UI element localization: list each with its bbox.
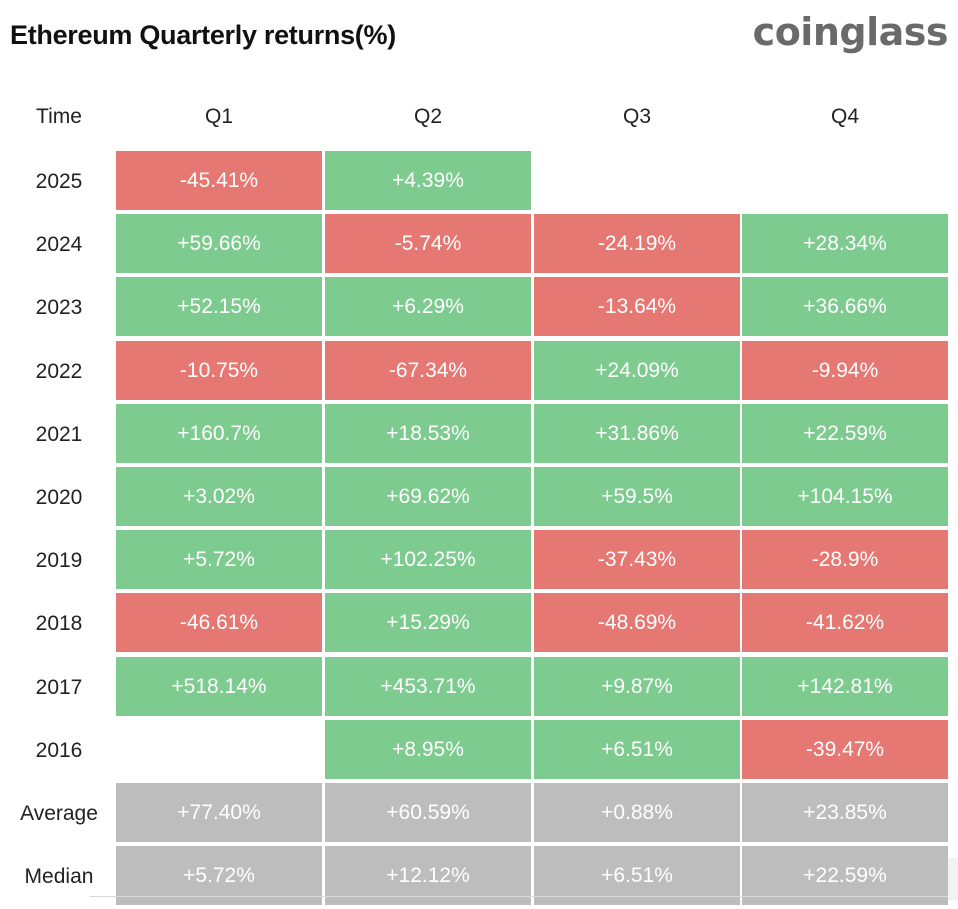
return-cell: +8.95% [325,719,531,779]
return-cell: -28.9% [742,530,948,590]
return-cell: +31.86% [534,403,740,463]
return-cell: +22.59% [742,403,948,463]
chart-title: Ethereum Quarterly returns(%) [10,20,396,50]
row-label: 2016 [35,738,83,762]
row-label: 2019 [35,549,83,573]
row-label: 2018 [35,612,83,636]
row-label: 2024 [35,233,83,257]
return-cell: +22.59% [742,846,948,906]
return-cell: +69.62% [325,467,531,526]
return-cell: -39.47% [742,719,948,779]
row-label: 2022 [35,359,83,383]
bottom-divider [90,896,958,897]
return-cell: +3.02% [116,467,322,526]
row-label: 2023 [35,296,83,320]
return-cell: +142.81% [742,656,948,716]
return-cell: +160.7% [116,403,322,463]
return-cell: +36.66% [742,277,948,337]
return-cell: -41.62% [742,593,948,653]
table-row: 2016 +8.95% +6.51% -39.47% [0,719,958,783]
return-cell: -67.34% [325,340,531,400]
table-row: Average +77.40% +60.59% +0.88% +23.85% [0,783,958,846]
table-row: 2021 +160.7% +18.53% +31.86% +22.59% [0,403,958,467]
return-cell: -5.74% [325,214,531,274]
column-header-q2: Q2 [413,105,442,128]
return-cell: +518.14% [116,656,322,716]
return-cell: +6.51% [534,846,740,906]
return-cell: +77.40% [116,783,322,842]
table-row: 2018 -46.61% +15.29% -48.69% -41.62% [0,593,958,656]
table-row: 2020 +3.02% +69.62% +59.5% +104.15% [0,467,958,530]
scrollbar-stub[interactable] [948,858,958,900]
return-cell: +18.53% [325,403,531,463]
return-cell: -46.61% [116,593,322,653]
return-cell: +24.09% [534,340,740,400]
time-column-header: Time [36,105,82,128]
return-cell: -9.94% [742,340,948,400]
return-cell: +102.25% [325,530,531,590]
return-cell: +4.39% [325,151,531,210]
return-cell: -37.43% [534,530,740,590]
return-cell: -45.41% [116,151,322,210]
return-cell [534,151,740,210]
return-cell: +5.72% [116,530,322,590]
column-header-q4: Q4 [830,105,859,128]
row-label: 2021 [35,422,83,446]
return-cell: +52.15% [116,277,322,337]
return-cell: +15.29% [325,593,531,653]
return-cell: -48.69% [534,593,740,653]
column-header-q3: Q3 [622,105,651,128]
return-cell: +6.51% [534,719,740,779]
row-label: 2020 [35,486,83,509]
table-row: 2017 +518.14% +453.71% +9.87% +142.81% [0,656,958,720]
return-cell: +59.66% [116,214,322,274]
table-row: 2023 +52.15% +6.29% -13.64% +36.66% [0,277,958,340]
return-cell: -24.19% [534,214,740,274]
table-row: 2019 +5.72% +102.25% -37.43% -28.9% [0,530,958,593]
return-cell: +6.29% [325,277,531,337]
return-cell: +104.15% [742,467,948,526]
return-cell: +453.71% [325,656,531,716]
return-cell: -10.75% [116,340,322,400]
row-label: 2025 [35,170,83,193]
row-label: Average [20,802,98,825]
table-row: 2022 -10.75% -67.34% +24.09% -9.94% [0,340,958,404]
table-row: Median +5.72% +12.12% +6.51% +22.59% [0,846,958,909]
row-label: Median [24,865,94,889]
return-cell: +5.72% [116,846,322,906]
return-cell: +9.87% [534,656,740,716]
coinglass-logo: coinglass [752,10,949,54]
row-label: 2017 [35,675,83,699]
header-row: Time Q1 Q2 Q3 Q4 [0,86,958,149]
table-row: 2025 -45.41% +4.39% [0,151,958,214]
column-header-q1: Q1 [204,105,233,128]
return-cell: +59.5% [534,467,740,526]
return-cell: +60.59% [325,783,531,842]
return-cell: +0.88% [534,783,740,842]
table-row: 2024 +59.66% -5.74% -24.19% +28.34% [0,214,958,277]
return-cell: +12.12% [325,846,531,906]
return-cell [116,720,322,779]
return-cell: -13.64% [534,277,740,337]
return-cell: +28.34% [742,214,948,274]
return-cell [742,151,948,210]
return-cell: +23.85% [742,783,948,842]
